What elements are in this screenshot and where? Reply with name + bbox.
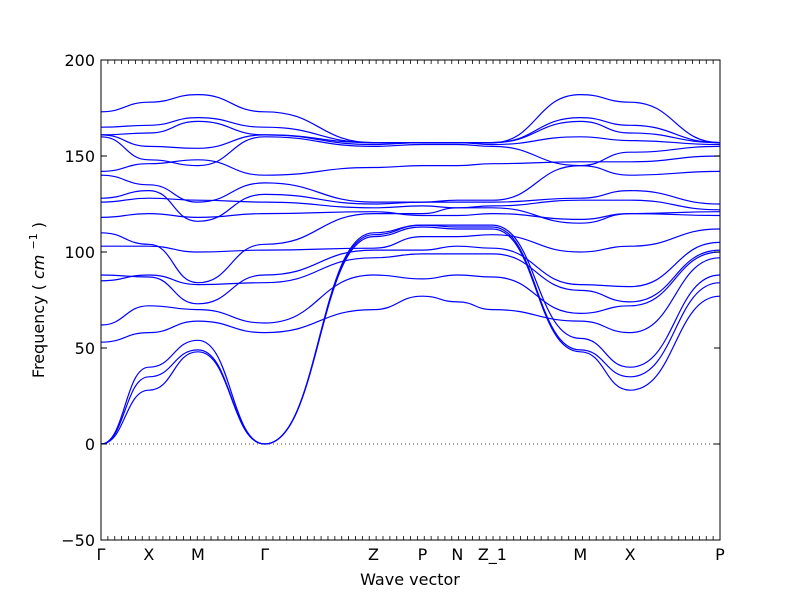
x-tick-label: P (418, 545, 428, 564)
band-line (100, 207, 721, 284)
band-line (100, 224, 721, 445)
band-lines (100, 93, 721, 445)
band-line (100, 257, 721, 343)
x-tick-label: Z (368, 545, 379, 564)
x-tick-label: M (191, 545, 205, 564)
band-line (100, 164, 721, 203)
x-tick-label: P (715, 545, 725, 564)
x-tick-label: X (625, 545, 636, 564)
band-line (100, 251, 721, 326)
band-line (100, 241, 721, 305)
x-tick-label: M (573, 545, 587, 564)
band-line (100, 224, 721, 445)
y-axis-unit: cm (29, 255, 48, 279)
x-tick-label: Γ (97, 545, 106, 564)
x-tick-label: Γ (260, 545, 269, 564)
plot-frame (100, 59, 721, 541)
band-line (100, 226, 721, 445)
y-axis-ticks: −50 0 50 100 150 200 (61, 51, 720, 550)
x-tick-label: Z_1 (478, 545, 507, 565)
y-tick-label: 0 (85, 435, 95, 454)
band-line (100, 120, 721, 144)
band-line (100, 249, 721, 303)
band-line (100, 134, 721, 149)
x-axis-label: Wave vector (360, 570, 460, 589)
y-axis-label-text: Frequency (29, 295, 48, 378)
x-tick-label: X (143, 545, 154, 564)
y-tick-label: 50 (75, 339, 95, 358)
y-tick-label: 200 (64, 51, 95, 70)
y-tick-label: 150 (64, 147, 95, 166)
svg-text:Frequency ( cm: Frequency ( cm −1 ) (22, 222, 48, 378)
y-tick-label: 100 (64, 243, 95, 262)
band-line (100, 197, 721, 211)
y-axis-label: Frequency ( cm −1 ) (22, 222, 48, 378)
y-axis-unit-exponent: −1 (27, 233, 40, 249)
band-line (100, 211, 721, 221)
x-axis-ticks: Γ X M Γ Z P N Z_1 M X P (97, 60, 725, 565)
band-line (100, 93, 721, 144)
band-line (101, 228, 721, 253)
x-tick-label: N (451, 545, 463, 564)
band-line (100, 136, 721, 167)
y-tick-label: −50 (61, 531, 95, 550)
